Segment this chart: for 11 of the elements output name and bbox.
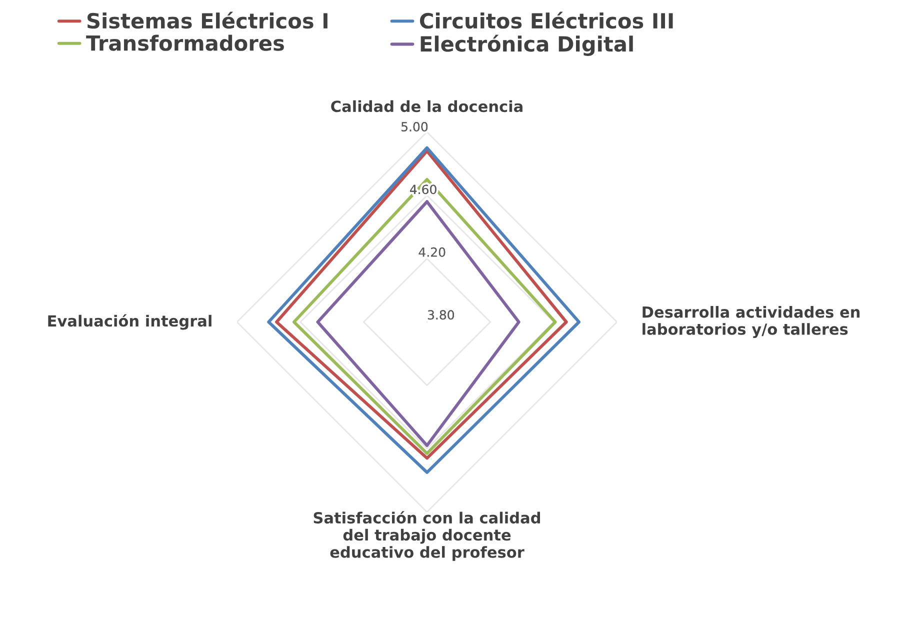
spoke-label: Desarrolla actividades en laboratorios y/o talleres — [642, 306, 860, 338]
legend-label: Circuitos Eléctricos III — [420, 12, 673, 29]
spoke-label: Calidad de la docencia — [331, 100, 522, 112]
y-tick-label: 5.00 — [402, 122, 428, 132]
legend-label: Sistemas Eléctricos I — [88, 12, 328, 29]
legend-label: Electrónica Digital — [420, 34, 633, 56]
spoke-label: Evaluación integral — [48, 314, 212, 330]
legend-label: Transformadores — [86, 34, 284, 51]
y-tick-label: 4.20 — [418, 247, 446, 257]
y-tick-label: 3.80 — [428, 310, 454, 320]
spoke-label: Satisfacción con la calidad del trabajo docente educativo del profesor — [314, 511, 540, 561]
